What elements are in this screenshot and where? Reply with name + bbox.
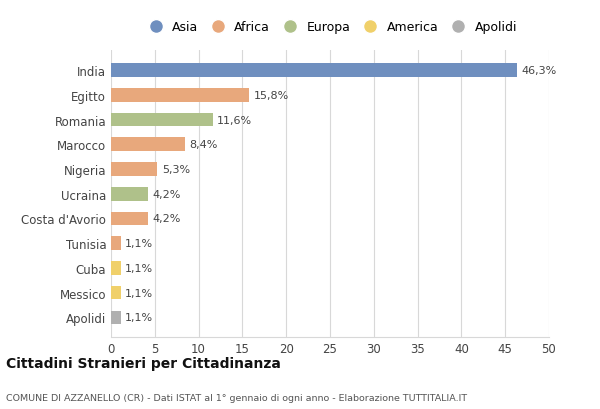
Text: 1,1%: 1,1% (125, 263, 153, 273)
Text: 1,1%: 1,1% (125, 238, 153, 249)
Bar (111, 64, 517, 78)
Bar (111, 113, 212, 127)
Text: Cittadini Stranieri per Cittadinanza: Cittadini Stranieri per Cittadinanza (6, 356, 281, 370)
Bar (111, 163, 157, 176)
Bar (111, 212, 148, 226)
Text: 4,2%: 4,2% (152, 189, 181, 199)
Bar (111, 311, 121, 324)
Bar (111, 138, 185, 152)
Text: COMUNE DI AZZANELLO (CR) - Dati ISTAT al 1° gennaio di ogni anno - Elaborazione : COMUNE DI AZZANELLO (CR) - Dati ISTAT al… (6, 393, 467, 402)
Legend: Asia, Africa, Europa, America, Apolidi: Asia, Africa, Europa, America, Apolidi (139, 17, 521, 38)
Text: 15,8%: 15,8% (254, 91, 289, 101)
Bar (111, 187, 148, 201)
Text: 5,3%: 5,3% (162, 164, 190, 175)
Text: 46,3%: 46,3% (521, 66, 556, 76)
Text: 11,6%: 11,6% (217, 115, 252, 125)
Bar (111, 286, 121, 300)
Bar (111, 89, 250, 102)
Text: 1,1%: 1,1% (125, 312, 153, 323)
Bar (111, 237, 121, 250)
Text: 8,4%: 8,4% (189, 140, 217, 150)
Text: 1,1%: 1,1% (125, 288, 153, 298)
Text: 4,2%: 4,2% (152, 214, 181, 224)
Bar (111, 261, 121, 275)
